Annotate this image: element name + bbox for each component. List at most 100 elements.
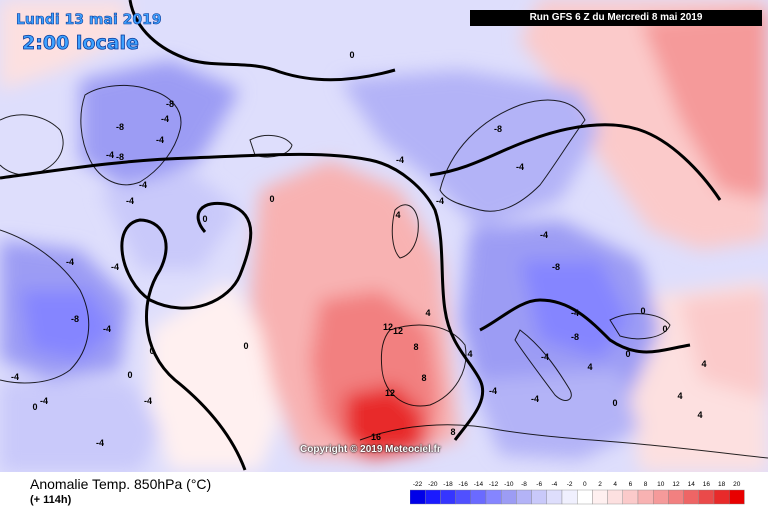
contour-label: -8 xyxy=(166,99,174,109)
legend-color-swatch xyxy=(485,489,502,505)
contour-label: 4 xyxy=(467,349,472,359)
contour-label: 0 xyxy=(640,306,645,316)
coastline-scandinavia xyxy=(439,99,586,212)
contour-label: 0 xyxy=(625,349,630,359)
zero-isoline-hook xyxy=(120,202,253,471)
contour-label: 4 xyxy=(701,359,706,369)
coastline-canada-north xyxy=(0,114,64,176)
neutral-band-atlantic xyxy=(150,280,280,470)
contour-label: 12 xyxy=(385,388,395,398)
contour-label: -4 xyxy=(144,396,152,406)
contour-label: 0 xyxy=(149,346,154,356)
legend-color-swatch xyxy=(713,489,730,505)
coastlines xyxy=(0,85,768,459)
legend-tick-label: 12 xyxy=(672,481,680,488)
coastline-iberia xyxy=(380,324,467,407)
contour-label: -8 xyxy=(116,122,124,132)
color-scale-legend: -22 -20 -18 -16 -14 -12 -10 -8 -6 -4 -2 0 2 4 6 8 10 12 14… xyxy=(410,481,745,505)
legend-color-swatch xyxy=(576,489,593,505)
legend-tick-label: 14 xyxy=(688,481,696,488)
contour-label: -4 xyxy=(96,438,104,448)
legend-tick-label: -2 xyxy=(567,481,573,488)
legend-tick-label: -20 xyxy=(428,481,438,488)
warm-anomaly-east-core xyxy=(640,10,768,200)
contour-label: -4 xyxy=(489,386,497,396)
contour-label: -4 xyxy=(126,196,134,206)
contour-label: -8 xyxy=(116,152,124,162)
contour-label: -4 xyxy=(139,180,147,190)
legend-color-swatch xyxy=(455,489,471,505)
zero-isoline-greenland xyxy=(128,0,396,82)
contour-label: -4 xyxy=(436,196,444,206)
legend-tick-label: -6 xyxy=(536,481,542,488)
contour-label: -4 xyxy=(540,230,548,240)
contour-label: -4 xyxy=(516,162,524,172)
forecast-date: Lundi 13 mai 2019 xyxy=(16,12,162,29)
legend-color-swatch xyxy=(668,489,684,505)
legend-color-swatch xyxy=(683,489,700,505)
contour-label: -4 xyxy=(161,114,169,124)
legend-tick-label: 16 xyxy=(703,481,711,488)
coastline-north-africa xyxy=(359,424,768,459)
contour-label: -4 xyxy=(541,352,549,362)
contour-label: 0 xyxy=(612,398,617,408)
legend-tick-label: -10 xyxy=(504,481,514,488)
legend-tick-label: -18 xyxy=(443,481,453,488)
legend-color-swatch xyxy=(607,489,624,505)
legend-tick-label: -4 xyxy=(552,481,558,488)
legend-color-swatch xyxy=(440,489,456,505)
contour-label: -8 xyxy=(571,332,579,342)
contour-label: 0 xyxy=(243,341,248,351)
contour-label: -8 xyxy=(71,314,79,324)
contour-label: -4 xyxy=(40,396,48,406)
legend-tick-label: -8 xyxy=(521,481,527,488)
contour-label: 0 xyxy=(269,194,274,204)
map-title: Anomalie Temp. 850hPa (°C) xyxy=(30,476,212,492)
legend-color-swatch xyxy=(652,489,669,505)
legend-color-swatch xyxy=(424,489,441,505)
contour-label: -4 xyxy=(396,155,404,165)
cold-anomaly-mediterranean xyxy=(470,370,640,460)
legend-tick-label: -14 xyxy=(474,481,484,488)
contour-label: -4 xyxy=(106,150,114,160)
legend-color-swatch xyxy=(531,489,547,505)
legend-tick-label: -22 xyxy=(413,481,423,488)
forecast-lead-time: (+ 114h) xyxy=(30,494,72,506)
cold-anomaly-midatlantic xyxy=(100,170,240,270)
contour-label: -4 xyxy=(11,372,19,382)
contour-label: -4 xyxy=(156,135,164,145)
legend-color-swatch xyxy=(729,489,745,505)
legend-tick-label: -16 xyxy=(458,481,468,488)
legend-tick-label: 2 xyxy=(598,481,602,488)
contour-label: -4 xyxy=(531,394,539,404)
coastline-black-sea xyxy=(609,313,671,340)
legend-color-swatch xyxy=(546,489,563,505)
contour-label: -4 xyxy=(103,324,111,334)
forecast-time: 2:00 locale xyxy=(22,32,140,55)
legend-tick-label: 20 xyxy=(733,481,741,488)
copyright-text: Copyright © 2019 Meteociel.fr xyxy=(300,444,441,455)
contour-label: 0 xyxy=(349,50,354,60)
legend-tick-label: 18 xyxy=(718,481,726,488)
contour-label: 4 xyxy=(697,410,702,420)
contour-label: 0 xyxy=(662,324,667,334)
contour-label: 4 xyxy=(395,210,400,220)
contour-label: 12 xyxy=(383,322,393,332)
warm-anomaly-turkey xyxy=(680,290,768,400)
legend-tick-label: 4 xyxy=(613,481,617,488)
contour-label: 0 xyxy=(202,214,207,224)
run-info-banner: Run GFS 6 Z du Mercredi 8 mai 2019 xyxy=(470,10,762,26)
contour-label: 8 xyxy=(450,427,455,437)
legend-color-swatch xyxy=(500,489,517,505)
zero-isoline-east xyxy=(429,123,722,201)
coastline-iceland xyxy=(249,134,293,158)
legend-color-swatch xyxy=(698,489,715,505)
contour-label: 4 xyxy=(587,362,592,372)
contour-label: 0 xyxy=(127,370,132,380)
contour-label: -8 xyxy=(494,124,502,134)
warm-anomaly-northwest xyxy=(0,0,130,90)
contour-label: -4 xyxy=(111,262,119,272)
coastline-greenland xyxy=(80,85,182,186)
contour-label: -4 xyxy=(571,308,579,318)
